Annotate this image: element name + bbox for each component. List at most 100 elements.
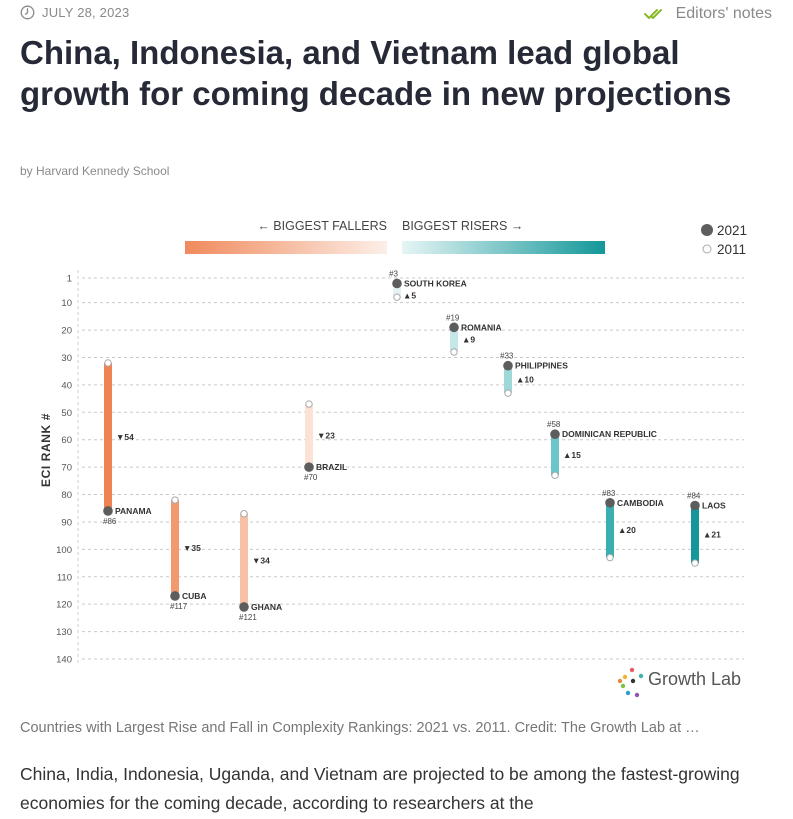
- country-name-label: BRAZIL: [316, 462, 347, 472]
- y-tick-label: 40: [61, 380, 72, 391]
- y-tick-label: 70: [61, 463, 72, 474]
- rank-2011-point: [171, 496, 179, 504]
- y-tick-label: 100: [56, 545, 72, 556]
- rank-label: #33: [500, 352, 514, 361]
- growth-lab-logo-text: Growth Lab: [648, 669, 741, 689]
- fallers-gradient-bar: [185, 241, 387, 254]
- country-name-label: LAOS: [702, 501, 726, 511]
- logo-dot: [638, 673, 644, 679]
- rank-2021-point: [103, 506, 113, 516]
- country-name-label: GHANA: [251, 602, 282, 612]
- country-dominican-republic: DOMINICAN REPUBLIC#58 ▲15: [547, 420, 657, 480]
- rank-label: #86: [103, 517, 117, 526]
- rank-label: #83: [602, 489, 616, 498]
- chart-figure[interactable]: ← BIGGEST FALLERS BIGGEST RISERS → 2021 …: [20, 194, 772, 708]
- change-label: ▼35: [183, 543, 201, 553]
- country-brazil: BRAZIL#70 ▼23: [304, 400, 347, 482]
- rank-2011-point: [240, 510, 248, 518]
- y-tick-label: 120: [56, 600, 72, 611]
- rank-label: #19: [446, 313, 460, 322]
- growth-lab-logo: Growth Lab: [617, 667, 741, 698]
- logo-dot: [634, 692, 640, 698]
- country-name-label: PANAMA: [115, 506, 152, 516]
- y-tick-label: 130: [56, 627, 72, 638]
- country-name-label: CAMBODIA: [617, 498, 664, 508]
- rank-2021-point: [239, 602, 249, 612]
- rank-label: #70: [304, 473, 318, 482]
- legend-2021-marker: [701, 224, 713, 236]
- country-laos: LAOS#84 ▲21: [687, 492, 726, 567]
- y-tick-label: 10: [61, 298, 72, 309]
- logo-dot: [622, 674, 628, 680]
- rank-2021-point: [550, 429, 560, 440]
- y-tick-label: 60: [61, 435, 72, 446]
- change-label: ▼54: [116, 432, 134, 442]
- country-panama: PANAMA#86 ▼54: [103, 359, 152, 526]
- change-label: ▼34: [252, 555, 270, 565]
- change-label: ▼23: [317, 431, 335, 441]
- logo-dot: [620, 683, 626, 689]
- country-name-label: ROMANIA: [461, 322, 502, 332]
- legend-2021-label: 2021: [717, 223, 747, 238]
- y-tick-label: 50: [61, 408, 72, 419]
- change-label: ▲9: [462, 335, 475, 345]
- country-name-label: CUBA: [182, 591, 207, 601]
- logo-dot: [617, 678, 623, 684]
- y-tick-label: 80: [61, 490, 72, 501]
- country-ghana: GHANA#121 ▼34: [239, 510, 282, 622]
- change-label: ▲15: [563, 450, 581, 460]
- rank-label: #117: [170, 602, 188, 611]
- date-text: JULY 28, 2023: [42, 5, 130, 20]
- double-check-icon: [643, 9, 662, 19]
- y-tick-label: 30: [61, 353, 72, 364]
- country-cambodia: CAMBODIA#83 ▲20: [602, 489, 664, 562]
- figure-caption: Countries with Largest Rise and Fall in …: [20, 720, 700, 736]
- country-name-label: SOUTH KOREA: [404, 278, 467, 288]
- rank-2011-point: [504, 389, 512, 397]
- editors-notes-label: Editors' notes: [675, 5, 772, 22]
- change-label: ▲21: [703, 529, 721, 539]
- clock-icon: [20, 5, 35, 20]
- change-label: ▲5: [403, 290, 416, 300]
- rank-label: #3: [389, 269, 398, 278]
- rank-2011-point: [691, 559, 699, 567]
- rank-label: #58: [547, 420, 561, 429]
- y-tick-label: 110: [57, 572, 72, 583]
- eci-rank-chart: ← BIGGEST FALLERS BIGGEST RISERS → 2021 …: [39, 219, 747, 698]
- rank-2021-point: [304, 462, 314, 472]
- logo-dot: [630, 678, 636, 684]
- y-tick-label: 140: [56, 655, 72, 666]
- y-tick-label: 1: [67, 274, 72, 285]
- change-label: ▲20: [618, 525, 636, 535]
- fallers-label: ← BIGGEST FALLERS: [257, 219, 387, 233]
- article-title: China, Indonesia, and Vietnam lead globa…: [20, 34, 732, 112]
- rank-label: #84: [687, 492, 701, 501]
- rank-label: #121: [239, 613, 257, 622]
- article-meta-row: JULY 28, 2023 Editors' notes: [20, 5, 772, 25]
- risers-label: BIGGEST RISERS →: [402, 219, 523, 233]
- country-south-korea: SOUTH KOREA #3 ▲5: [389, 269, 467, 301]
- rank-2011-point: [305, 400, 313, 408]
- country-cuba: CUBA#117 ▼35: [170, 496, 207, 611]
- rank-2021-point: [690, 500, 700, 511]
- rank-2021-point: [392, 278, 402, 289]
- change-label: ▲10: [516, 374, 534, 384]
- logo-dot: [629, 667, 635, 673]
- country-name-label: DOMINICAN REPUBLIC: [562, 429, 657, 439]
- legend-2011-marker: [702, 244, 712, 254]
- article-body-paragraph: China, India, Indonesia, Uganda, and Vie…: [20, 764, 740, 813]
- rank-2021-point: [503, 360, 513, 371]
- rank-2011-point: [393, 293, 401, 301]
- country-romania: ROMANIA#19 ▲9: [446, 313, 502, 356]
- y-tick-label: 20: [61, 326, 72, 337]
- country-name-label: PHILIPPINES: [515, 361, 568, 371]
- legend-2011-label: 2011: [717, 242, 746, 257]
- article-date: JULY 28, 2023: [20, 5, 129, 20]
- rank-2021-point: [605, 497, 615, 508]
- y-axis-label: ECI RANK #: [39, 413, 53, 487]
- rank-2021-point: [449, 322, 459, 333]
- rank-2011-point: [551, 471, 559, 480]
- rank-2011-point: [450, 348, 458, 356]
- rank-2021-point: [170, 591, 180, 601]
- editors-notes-link[interactable]: Editors' notes: [643, 5, 772, 23]
